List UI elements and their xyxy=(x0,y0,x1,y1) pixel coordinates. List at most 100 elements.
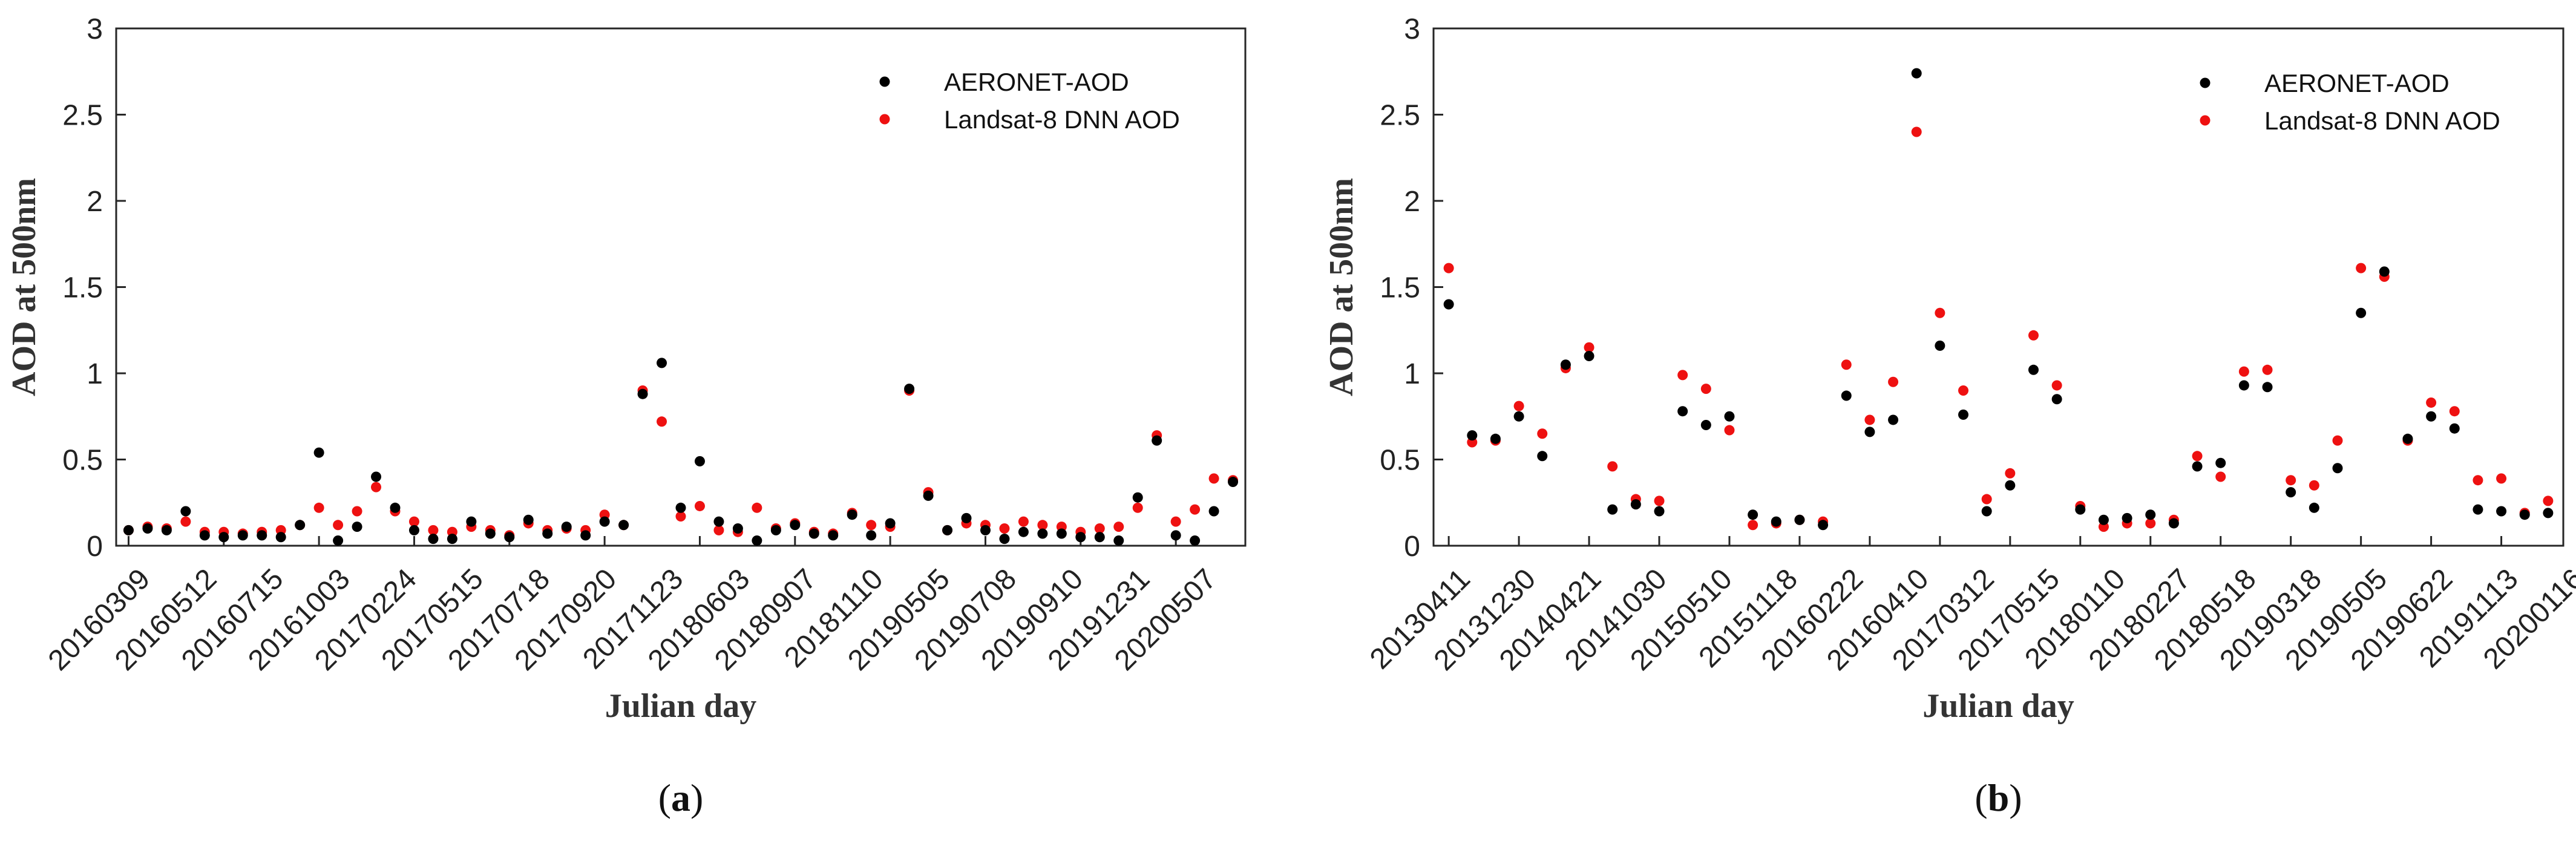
aeronet-point xyxy=(637,388,648,399)
aeronet-point xyxy=(808,528,819,539)
aeronet-point xyxy=(2543,508,2554,519)
x-axis-title: Julian day xyxy=(605,687,757,725)
aeronet-point xyxy=(694,456,705,466)
aeronet-point xyxy=(828,530,839,541)
landsat-point xyxy=(675,511,686,522)
aeronet-point xyxy=(466,516,477,527)
landsat-point xyxy=(1513,401,1524,411)
landsat-point xyxy=(2332,435,2343,446)
aeronet-point xyxy=(1958,409,1969,420)
landsat-point xyxy=(1748,520,1758,531)
legend-label: AERONET-AOD xyxy=(2264,69,2450,97)
aeronet-point xyxy=(770,525,781,535)
aeronet-point xyxy=(1113,535,1124,546)
landsat-point xyxy=(1584,342,1594,353)
caption-open-paren: ( xyxy=(1975,776,1987,819)
landsat-point xyxy=(1208,473,1219,484)
x-axis-title: Julian day xyxy=(1922,687,2074,725)
legend-marker-landsat xyxy=(879,114,890,125)
aeronet-point xyxy=(485,528,496,539)
aeronet-point xyxy=(1018,526,1029,537)
landsat-point xyxy=(1607,461,1618,472)
landsat-point xyxy=(1443,263,1454,273)
aeronet-point xyxy=(790,520,801,531)
aeronet-point xyxy=(275,532,286,543)
aeronet-point xyxy=(1560,359,1571,370)
aeronet-point xyxy=(1228,477,1239,488)
aeronet-point xyxy=(408,525,419,535)
aeronet-point xyxy=(218,532,229,543)
landsat-point xyxy=(1958,385,1969,396)
landsat-point xyxy=(999,523,1010,534)
landsat-point xyxy=(1037,520,1048,531)
aeronet-point xyxy=(2075,504,2086,515)
aeronet-point xyxy=(961,512,972,523)
aeronet-point xyxy=(847,509,857,520)
aeronet-point xyxy=(2051,394,2062,405)
aeronet-point xyxy=(2168,518,2179,529)
landsat-point xyxy=(2262,364,2273,375)
landsat-point xyxy=(2051,380,2062,391)
landsat-point xyxy=(1935,307,1945,318)
y-axis-title: AOD at 500nm xyxy=(5,178,43,396)
aeronet-point xyxy=(752,535,762,546)
aeronet-point xyxy=(1132,492,1143,503)
aeronet-point xyxy=(866,530,877,541)
legend-label: Landsat-8 DNN AOD xyxy=(2264,106,2500,135)
aeronet-point xyxy=(923,490,934,501)
landsat-point xyxy=(2496,473,2507,484)
aeronet-point xyxy=(2262,382,2273,393)
aeronet-point xyxy=(523,514,534,525)
aeronet-point xyxy=(580,530,591,541)
aeronet-point xyxy=(295,520,306,531)
aeronet-point xyxy=(1724,411,1735,422)
landsat-point xyxy=(866,520,877,531)
aeronet-point xyxy=(2402,433,2413,444)
aeronet-point xyxy=(390,502,401,513)
aeronet-point xyxy=(2496,506,2507,517)
aeronet-point xyxy=(2332,463,2343,474)
landsat-point xyxy=(2238,366,2249,377)
y-tick-label: 3 xyxy=(87,13,103,45)
aeronet-point xyxy=(1818,520,1829,531)
chart-panel-a: 00.511.522.53201603092016051220160715201… xyxy=(5,13,1247,819)
y-tick-label: 3 xyxy=(1404,13,1420,45)
aeronet-point xyxy=(2309,502,2319,513)
aeronet-point xyxy=(732,523,743,534)
aeronet-point xyxy=(2238,380,2249,391)
landsat-point xyxy=(1537,428,1548,439)
landsat-point xyxy=(2215,471,2226,482)
aeronet-point xyxy=(1170,530,1181,541)
caption-letter: a xyxy=(671,776,690,819)
aeronet-point xyxy=(1864,427,1875,437)
legend-marker-landsat xyxy=(2200,115,2211,126)
aeronet-point xyxy=(447,534,457,545)
aeronet-point xyxy=(180,506,191,517)
aeronet-point xyxy=(2426,411,2437,422)
aeronet-point xyxy=(1490,433,1501,444)
aeronet-point xyxy=(2519,509,2530,520)
landsat-point xyxy=(2028,330,2039,341)
landsat-point xyxy=(2449,406,2460,417)
landsat-point xyxy=(1864,414,1875,425)
caption-open-paren: ( xyxy=(658,776,671,819)
landsat-point xyxy=(180,516,191,527)
aeronet-point xyxy=(2028,364,2039,375)
landsat-point xyxy=(428,525,439,535)
aeronet-point xyxy=(1094,532,1105,543)
chart-panel-b: 00.511.522.53201304112013123020140421201… xyxy=(1323,13,2576,819)
landsat-point xyxy=(371,482,382,492)
landsat-point xyxy=(2356,263,2367,273)
landsat-point xyxy=(1911,126,1922,137)
aeronet-point xyxy=(1748,509,1758,520)
aeronet-point xyxy=(237,530,248,541)
y-tick-label: 0 xyxy=(1404,531,1420,563)
y-tick-label: 1 xyxy=(87,358,103,390)
landsat-point xyxy=(1700,384,1711,394)
landsat-point xyxy=(2145,518,2156,529)
y-tick-label: 2 xyxy=(1404,186,1420,218)
landsat-point xyxy=(2286,475,2296,486)
landsat-point xyxy=(713,525,724,535)
aeronet-point xyxy=(1888,414,1899,425)
